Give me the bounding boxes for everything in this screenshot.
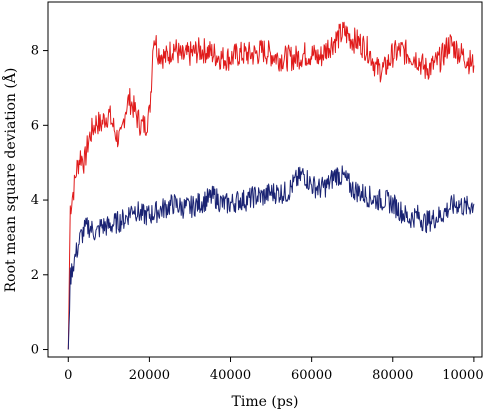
- y-axis-ticks: 0 2 4 6 8: [31, 44, 48, 358]
- y-tick-label: 2: [31, 268, 39, 283]
- x-axis-ticks: 0 20000 40000 60000 80000 100000: [64, 357, 483, 383]
- x-tick-label: 40000: [210, 368, 251, 383]
- y-tick-label: 8: [31, 44, 39, 59]
- series-line-2: [67, 165, 475, 350]
- x-tick-label: 60000: [291, 368, 332, 383]
- series-line-1: [67, 21, 475, 350]
- x-tick-label: 100000: [442, 368, 483, 383]
- x-tick-label: 80000: [372, 368, 413, 383]
- y-tick-label: 6: [31, 118, 39, 133]
- x-tick-label: 20000: [129, 368, 170, 383]
- plot-frame: [47, 1, 483, 358]
- y-tick-label: 0: [31, 343, 39, 358]
- x-axis-label: Time (ps): [232, 394, 299, 410]
- y-tick-label: 4: [31, 193, 39, 208]
- series-layer: [67, 21, 475, 350]
- x-tick-label: 0: [64, 368, 72, 383]
- y-axis-label: Root mean square deviation (Å): [1, 68, 19, 293]
